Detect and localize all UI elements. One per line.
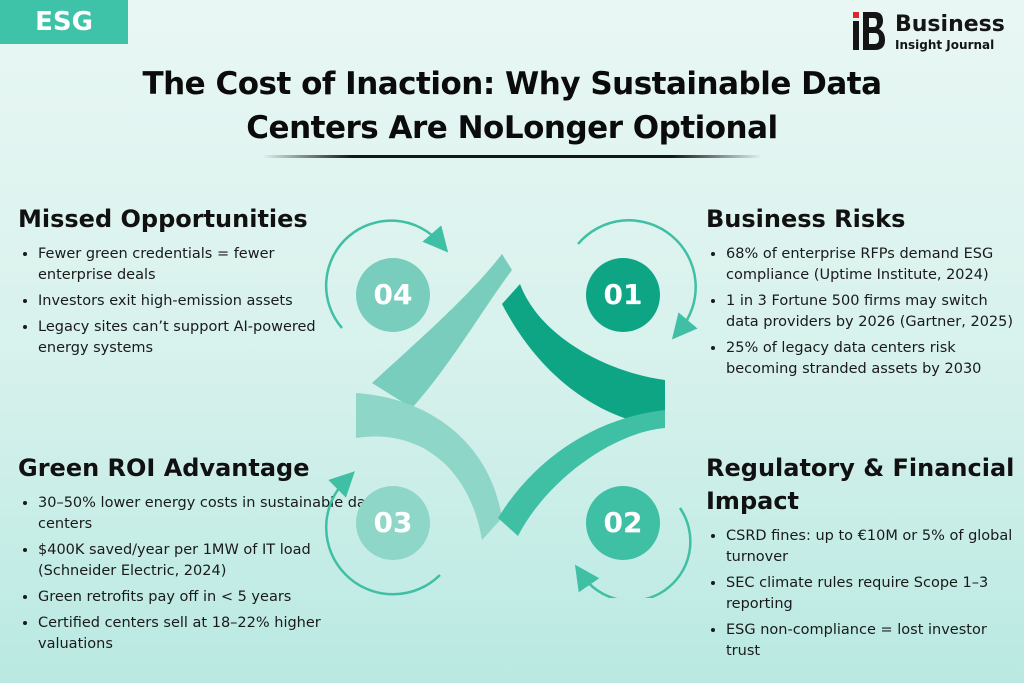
section-heading: Green ROI Advantage — [18, 454, 310, 482]
list-item: Fewer green credentials = fewer enterpri… — [38, 244, 348, 286]
arrow-04 — [324, 219, 449, 329]
brand-subtitle: Insight Journal — [895, 38, 995, 52]
title-line-2: Centers Are NoLonger Optional — [246, 110, 778, 146]
step-label-04: 04 — [373, 278, 413, 311]
list-item: 25% of legacy data centers risk becoming… — [726, 338, 1021, 380]
esg-tag: ESG — [0, 0, 128, 44]
brand-name: Business — [895, 12, 1005, 37]
section-green-roi: Green ROI Advantage 30–50% lower energy … — [18, 452, 388, 660]
list-item: Legacy sites can’t support AI-powered en… — [38, 317, 348, 359]
step-label-02: 02 — [603, 506, 643, 539]
section-heading: Regulatory & Financial Impact — [706, 454, 1015, 515]
list-item: $400K saved/year per 1MW of IT load (Sch… — [38, 540, 388, 582]
list-item: 1 in 3 Fortune 500 firms may switch data… — [726, 291, 1021, 333]
list-item: SEC climate rules require Scope 1–3 repo… — [726, 573, 1016, 615]
page-title: The Cost of Inaction: Why Sustainable Da… — [80, 62, 944, 150]
list-item: ESG non-compliance = lost investor trust — [726, 620, 1016, 662]
arrow-02 — [574, 507, 692, 598]
cycle-diagram: 04 01 02 03 — [320, 218, 710, 598]
title-divider — [262, 155, 762, 158]
brand-mark-icon — [853, 12, 885, 50]
blade-bottom-left — [356, 393, 502, 540]
blade-top-left — [372, 254, 512, 408]
step-label-01: 01 — [603, 278, 643, 311]
section-missed-opportunities: Missed Opportunities Fewer green credent… — [18, 203, 348, 364]
step-circle-02 — [586, 486, 660, 560]
step-circle-03 — [356, 486, 430, 560]
list-item: CSRD fines: up to €10M or 5% of global t… — [726, 526, 1016, 568]
arrow-01 — [577, 219, 698, 340]
cycle-graphic — [324, 219, 698, 598]
step-circle-01 — [586, 258, 660, 332]
section-business-risks: Business Risks 68% of enterprise RFPs de… — [706, 203, 1021, 385]
list-item: Green retrofits pay off in < 5 years — [38, 587, 388, 608]
step-circle-04 — [356, 258, 430, 332]
list-item: 68% of enterprise RFPs demand ESG compli… — [726, 244, 1021, 286]
list-item: 30–50% lower energy costs in sustainable… — [38, 493, 388, 535]
section-heading: Missed Opportunities — [18, 205, 308, 233]
list-item: Certified centers sell at 18–22% higher … — [38, 613, 388, 655]
list-item: Investors exit high-emission assets — [38, 291, 348, 312]
blade-top-right — [502, 284, 665, 428]
step-label-03: 03 — [373, 506, 413, 539]
brand-logo: Business Insight Journal — [853, 10, 1018, 52]
title-line-1: The Cost of Inaction: Why Sustainable Da… — [142, 66, 882, 102]
blade-bottom-right — [498, 410, 665, 536]
arrow-03 — [324, 471, 441, 596]
section-heading: Business Risks — [706, 205, 906, 233]
section-regulatory-impact: Regulatory & Financial Impact CSRD fines… — [706, 452, 1016, 667]
